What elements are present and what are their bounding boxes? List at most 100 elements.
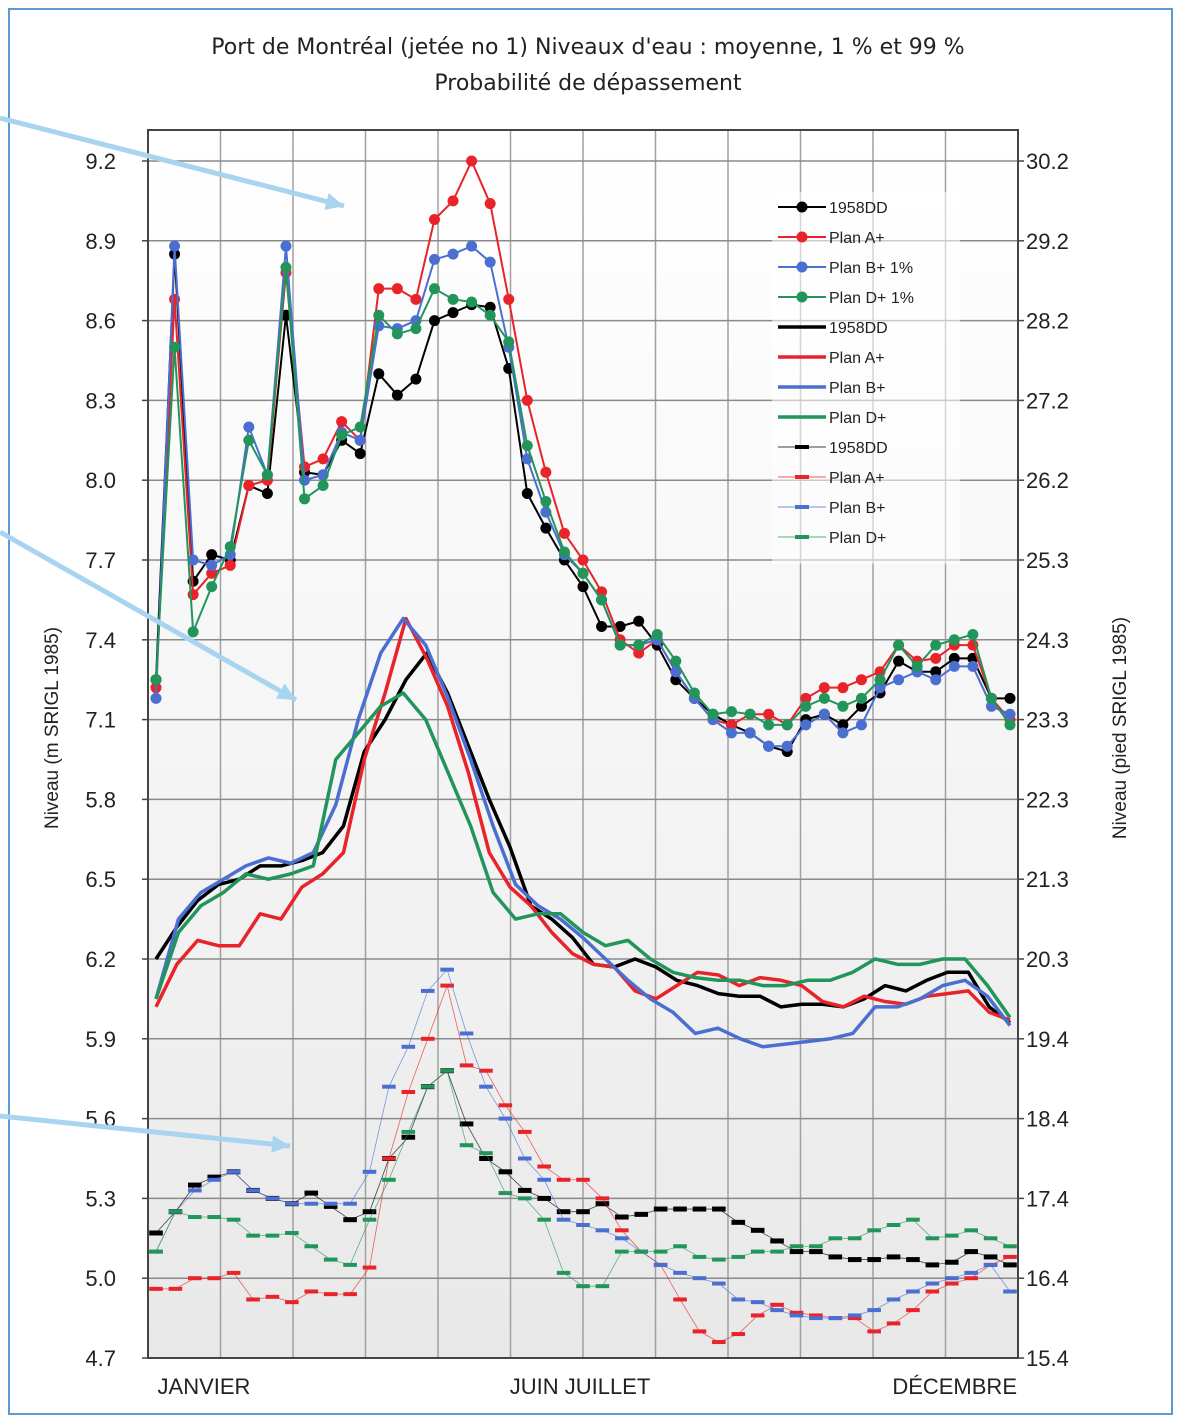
y-axis-left: 9.28.98.68.38.07.77.47.15.86.56.25.95.65… (85, 149, 148, 1371)
legend-label: Plan B+ (829, 380, 885, 397)
y2-tick-label: 22.3 (1026, 787, 1069, 812)
data-point (670, 655, 682, 667)
legend-swatch-dot (796, 261, 808, 273)
data-point (206, 581, 218, 593)
data-point (744, 708, 756, 720)
data-point (354, 421, 366, 433)
legend-entry: Plan A+ (778, 470, 885, 487)
data-point (948, 652, 960, 664)
data-point (818, 692, 830, 704)
data-point (447, 293, 459, 305)
legend-label: Plan B+ 1% (829, 260, 913, 277)
callout-arrowhead (271, 1135, 290, 1153)
data-point (781, 740, 793, 752)
data-point (317, 453, 329, 465)
data-point (447, 307, 459, 319)
callout-arrow (0, 529, 298, 703)
data-point (336, 416, 348, 428)
data-point (800, 719, 812, 731)
data-point (893, 639, 905, 651)
legend-entry: Plan D+ (778, 410, 886, 427)
x-tick-label: JUIN JUILLET (510, 1374, 651, 1399)
data-point (206, 567, 218, 579)
y-tick-label: 4.7 (85, 1346, 116, 1371)
data-point (874, 674, 886, 686)
data-point (243, 480, 255, 492)
series-layer (149, 155, 1017, 1345)
data-point (985, 692, 997, 704)
data-point (484, 256, 496, 268)
callout-line (0, 1113, 291, 1149)
data-point (503, 293, 515, 305)
data-point (336, 429, 348, 441)
data-point (633, 615, 645, 627)
data-point (206, 549, 218, 561)
y-axis-title: Niveau (m SRIGL 1985) (42, 627, 63, 829)
y2-tick-label: 18.4 (1026, 1107, 1069, 1132)
y2-tick-label: 24.3 (1026, 628, 1069, 653)
data-point (428, 253, 440, 265)
legend-entry: Plan D+ (778, 530, 886, 547)
data-point (206, 559, 218, 571)
data-point (521, 488, 533, 499)
data-point (503, 336, 515, 348)
data-point (726, 706, 738, 718)
y2-tick-label: 30.2 (1026, 149, 1069, 174)
data-point (948, 660, 960, 672)
data-point (299, 493, 311, 505)
callout-line (0, 529, 298, 703)
data-point (540, 466, 552, 478)
data-point (837, 719, 849, 731)
y2-tick-label: 19.4 (1026, 1027, 1069, 1052)
x-tick-label: DÉCEMBRE (892, 1374, 1017, 1399)
data-point (428, 315, 440, 327)
y2-tick-label: 28.2 (1026, 309, 1069, 334)
data-point (169, 341, 181, 353)
callout-arrows (0, 115, 345, 1153)
data-point (1004, 719, 1016, 731)
y-tick-label: 6.5 (85, 867, 116, 892)
data-point (596, 594, 608, 606)
y2-tick-label: 16.4 (1026, 1266, 1069, 1291)
legend-label: Plan D+ (829, 530, 886, 547)
data-point (466, 296, 478, 308)
legend-label: 1958DD (829, 320, 888, 337)
legend-label: Plan B+ (829, 500, 885, 517)
series-mean-Plan-A+ (154, 616, 1011, 1022)
y2-tick-label: 21.3 (1026, 867, 1069, 892)
y-tick-label: 8.9 (85, 229, 116, 254)
legend-label: 1958DD (829, 440, 888, 457)
y-tick-label: 7.7 (85, 548, 116, 573)
data-point (800, 700, 812, 712)
data-point (261, 488, 273, 499)
data-point (1004, 708, 1016, 720)
data-point (391, 283, 403, 295)
y-tick-label: 5.9 (85, 1027, 116, 1052)
data-point (726, 727, 738, 739)
y2-tick-label: 26.2 (1026, 468, 1069, 493)
data-point (763, 740, 775, 752)
legend-label: Plan A+ (829, 350, 885, 367)
data-point (187, 554, 199, 566)
y-tick-label: 9.2 (85, 149, 116, 174)
data-point (150, 674, 162, 686)
y2-tick-label: 27.2 (1026, 388, 1069, 413)
legend-label: Plan A+ (829, 470, 885, 487)
data-point (428, 283, 440, 295)
y-tick-label: 5.8 (85, 787, 116, 812)
data-point (818, 708, 830, 720)
data-point (150, 692, 162, 704)
legend-entry: Plan D+ 1% (778, 290, 914, 307)
legend-label: Plan D+ (829, 410, 886, 427)
data-point (855, 719, 867, 731)
y-tick-label: 7.4 (85, 628, 116, 653)
data-point (224, 559, 236, 571)
y-tick-label: 5.3 (85, 1186, 116, 1211)
data-point (261, 469, 273, 481)
data-point (484, 309, 496, 321)
legend-entry: Plan B+ (778, 380, 885, 397)
data-point (596, 621, 608, 632)
data-point (373, 309, 385, 321)
series-mean-Plan-D+ (154, 691, 1012, 1019)
